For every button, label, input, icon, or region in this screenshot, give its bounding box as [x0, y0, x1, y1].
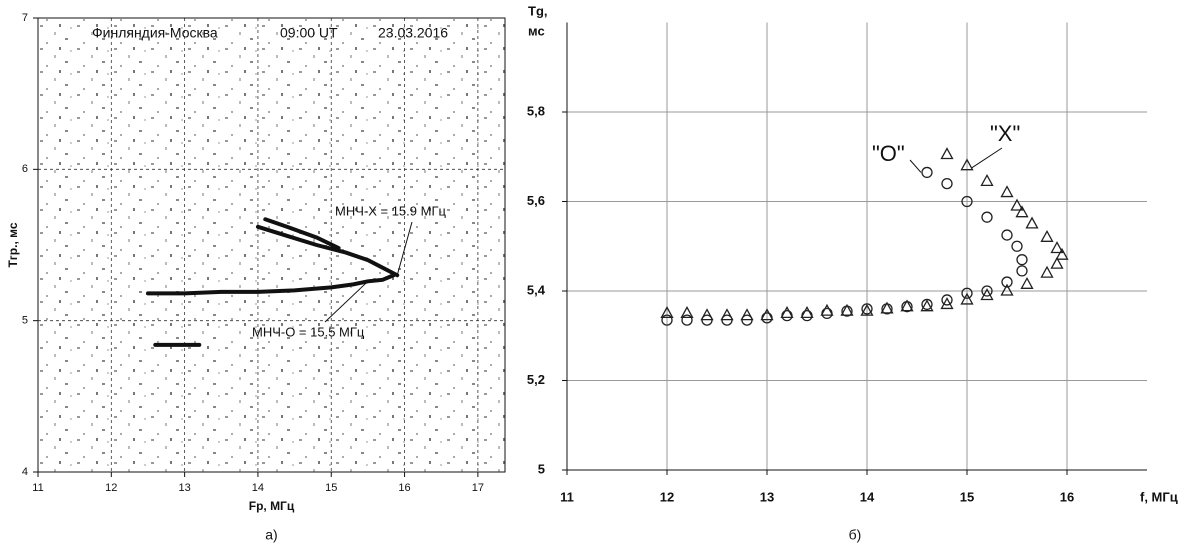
data-point [960, 158, 974, 171]
y-label: Tгр., мс [6, 222, 20, 267]
data-point [960, 292, 974, 305]
data-point [981, 285, 993, 297]
data-point [1015, 205, 1029, 218]
data-point [1050, 241, 1064, 254]
data-point [921, 166, 933, 179]
data-point [760, 308, 774, 321]
data-point [961, 287, 973, 299]
x-tick-label: 12 [105, 482, 117, 494]
data-point [1000, 185, 1014, 198]
data-point [1050, 256, 1064, 269]
arrow [324, 280, 369, 323]
data-point [1016, 265, 1028, 277]
x-tick-label: 15 [325, 482, 337, 494]
x-tick-label: 15 [960, 489, 974, 504]
annotation: "Х" [990, 121, 1020, 146]
data-point [1016, 254, 1028, 266]
data-point [981, 211, 993, 223]
data-point [660, 306, 674, 319]
y-tick-label: 5,2 [527, 372, 545, 387]
data-point [941, 177, 953, 190]
data-point [1040, 265, 1054, 278]
x-tick-label: 13 [178, 482, 190, 494]
y-tick-label: 5,8 [527, 103, 545, 118]
y-tick-label: 7 [22, 12, 28, 24]
data-point [781, 309, 793, 322]
data-point [1025, 216, 1039, 229]
data-point [940, 147, 954, 160]
x-tick-label: 12 [660, 489, 674, 504]
leader [971, 147, 1003, 169]
y-label: мс [528, 23, 545, 38]
x-tick-label: 14 [252, 482, 264, 494]
data-point [880, 301, 894, 314]
x-tick-label: 16 [1060, 489, 1074, 504]
panel-label: а) [265, 527, 277, 543]
x-label: f, МГц [1140, 489, 1178, 504]
panel-label: б) [849, 527, 862, 543]
data-point [740, 308, 754, 321]
x-tick-label: 17 [472, 482, 484, 494]
data-point [821, 307, 833, 320]
trace [145, 273, 396, 296]
arrow [396, 221, 413, 276]
y-tick-label: 4 [22, 466, 28, 478]
annotation: МНЧ-Х = 15.9 МГц [335, 203, 446, 218]
title-part: 09:00 UT [280, 25, 338, 41]
data-point [780, 306, 794, 319]
title-part: Финляндия-Москва [92, 25, 218, 41]
data-point [900, 299, 914, 312]
x-tick-label: 16 [398, 482, 410, 494]
x-label: Fр, МГц [249, 499, 295, 513]
data-point [680, 306, 694, 319]
plot-frame [37, 17, 506, 473]
x-tick-label: 11 [560, 489, 574, 504]
data-point [720, 308, 734, 321]
data-point [820, 303, 834, 316]
y-tick-label: 5 [22, 315, 28, 327]
trace [255, 224, 400, 278]
data-point [920, 299, 934, 312]
y-tick-label: 5 [538, 461, 545, 476]
y-tick-label: 6 [22, 163, 28, 175]
data-point [980, 288, 994, 301]
leader [909, 159, 922, 173]
data-point [1001, 229, 1013, 241]
x-tick-label: 11 [32, 482, 43, 494]
data-point [940, 297, 954, 310]
noise-texture [38, 18, 505, 472]
x-tick-label: 13 [760, 489, 774, 504]
data-point [1010, 198, 1024, 211]
data-point [1055, 247, 1069, 260]
data-point [681, 314, 693, 326]
annotation: "О" [872, 141, 905, 166]
data-point [1020, 276, 1034, 289]
data-point [800, 306, 814, 319]
data-point [941, 294, 953, 306]
y-tick-label: 5,6 [527, 193, 545, 208]
annotation: МНЧ-О = 15.5 МГц [252, 324, 365, 339]
data-point [1011, 240, 1023, 252]
data-point [661, 314, 673, 326]
data-point [1040, 229, 1054, 242]
data-point [1000, 283, 1014, 296]
y-label: Tg, [528, 3, 548, 18]
data-point [840, 303, 854, 316]
data-point [980, 174, 994, 187]
title-part: 23.03.2016 [378, 25, 448, 41]
data-point [801, 309, 813, 322]
data-point [961, 195, 973, 208]
y-tick-label: 5,4 [527, 282, 546, 297]
data-point [860, 303, 874, 316]
x-tick-label: 14 [860, 489, 875, 504]
trace [263, 217, 341, 251]
data-point [1001, 276, 1013, 288]
data-point [700, 308, 714, 321]
